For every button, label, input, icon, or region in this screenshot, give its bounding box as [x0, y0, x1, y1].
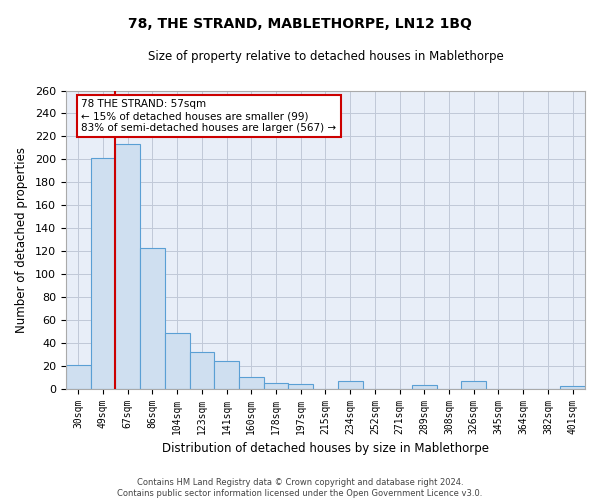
- Bar: [461, 380, 486, 388]
- Bar: [140, 248, 165, 388]
- Bar: [165, 332, 190, 388]
- Bar: [115, 144, 140, 388]
- Y-axis label: Number of detached properties: Number of detached properties: [15, 146, 28, 332]
- Bar: [263, 383, 289, 388]
- Bar: [66, 364, 91, 388]
- Bar: [239, 377, 263, 388]
- Text: Contains HM Land Registry data © Crown copyright and database right 2024.
Contai: Contains HM Land Registry data © Crown c…: [118, 478, 482, 498]
- X-axis label: Distribution of detached houses by size in Mablethorpe: Distribution of detached houses by size …: [162, 442, 489, 455]
- Bar: [91, 158, 115, 388]
- Bar: [289, 384, 313, 388]
- Bar: [190, 352, 214, 389]
- Bar: [338, 380, 362, 388]
- Text: 78 THE STRAND: 57sqm
← 15% of detached houses are smaller (99)
83% of semi-detac: 78 THE STRAND: 57sqm ← 15% of detached h…: [82, 100, 337, 132]
- Title: Size of property relative to detached houses in Mablethorpe: Size of property relative to detached ho…: [148, 50, 503, 63]
- Bar: [412, 386, 437, 388]
- Bar: [214, 361, 239, 388]
- Text: 78, THE STRAND, MABLETHORPE, LN12 1BQ: 78, THE STRAND, MABLETHORPE, LN12 1BQ: [128, 18, 472, 32]
- Bar: [560, 386, 585, 388]
